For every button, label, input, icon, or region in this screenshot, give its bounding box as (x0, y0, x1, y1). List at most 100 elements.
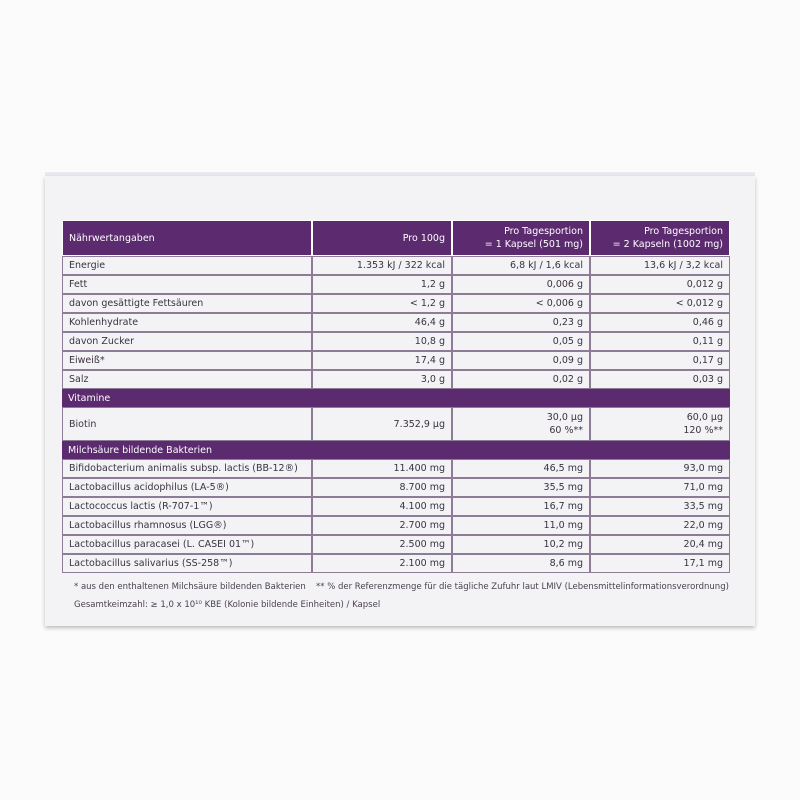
table-cell: 13,6 kJ / 3,2 kcal (590, 256, 730, 275)
table-cell: 0,012 g (590, 275, 730, 294)
table-cell: 0,09 g (452, 351, 590, 370)
table-cell: 1.353 kJ / 322 kcal (312, 256, 452, 275)
table-cell: Pro Tagesportion = 2 Kapseln (1002 mg) (590, 220, 730, 256)
footnote: Gesamtkeimzahl: ≥ 1,0 x 10¹⁰ KBE (Koloni… (74, 600, 381, 610)
table-cell: Lactobacillus paracasei (L. CASEI 01™) (62, 535, 312, 554)
cell-text: Lactobacillus paracasei (L. CASEI 01™) (69, 539, 255, 550)
table-cell: 46,4 g (312, 313, 452, 332)
table-cell: 8,6 mg (452, 554, 590, 573)
footnote: * aus den enthaltenen Milchsäure bildend… (74, 582, 306, 592)
cell-text: 8,6 mg (549, 558, 583, 569)
table-cell: 0,05 g (452, 332, 590, 351)
table-cell: 6,8 kJ / 1,6 kcal (452, 256, 590, 275)
cell-text: 60 %** (549, 425, 583, 436)
cell-text: 11,0 mg (543, 520, 583, 531)
cell-text: 60,0 µg (686, 412, 723, 423)
cell-text: Biotin (69, 418, 97, 430)
table-cell: 33,5 mg (590, 497, 730, 516)
cell-text: 0,17 g (692, 355, 723, 366)
table-cell: < 0,012 g (590, 294, 730, 313)
cell-text: 1,2 g (420, 279, 445, 290)
cell-text: Salz (69, 374, 89, 385)
section-title: Vitamine (62, 389, 730, 407)
cell-text: 0,09 g (552, 355, 583, 366)
cell-text: Nährwertangaben (69, 232, 155, 244)
table-cell: Pro 100g (312, 220, 452, 256)
cell-text: Bifidobacterium animalis subsp. lactis (… (69, 463, 298, 474)
cell-text: 2.100 mg (399, 558, 445, 569)
table-cell: Nährwertangaben (62, 220, 312, 256)
cell-text: 0,23 g (552, 317, 583, 328)
table-cell: 30,0 µg 60 %** (452, 407, 590, 441)
cell-text: 2.500 mg (399, 539, 445, 550)
table-cell: 22,0 mg (590, 516, 730, 535)
table-cell: 10,8 g (312, 332, 452, 351)
cell-text: 0,03 g (692, 374, 723, 385)
cell-text: 1.353 kJ / 322 kcal (356, 260, 445, 271)
table-cell: Biotin (62, 407, 312, 441)
cell-text: 0,05 g (552, 336, 583, 347)
cell-text: 3,0 g (420, 374, 445, 385)
table-cell: Lactobacillus rhamnosus (LGG®) (62, 516, 312, 535)
table-cell: 35,5 mg (452, 478, 590, 497)
table-cell: 71,0 mg (590, 478, 730, 497)
table-cell: 20,4 mg (590, 535, 730, 554)
cell-text: 0,02 g (552, 374, 583, 385)
cell-text: 4.100 mg (399, 501, 445, 512)
table-cell: 16,7 mg (452, 497, 590, 516)
cell-text: Eiweiß* (69, 355, 105, 366)
cell-text: 35,5 mg (543, 482, 583, 493)
cell-text: 0,006 g (546, 279, 583, 290)
cell-text: Energie (69, 260, 106, 271)
table-cell: Energie (62, 256, 312, 275)
cell-text: = 1 Kapsel (501 mg) (484, 239, 583, 250)
cell-text: 120 %** (683, 425, 723, 436)
cell-text: Fett (69, 279, 88, 290)
table-cell: davon Zucker (62, 332, 312, 351)
table-cell: 11,0 mg (452, 516, 590, 535)
table-cell: 7.352,9 µg (312, 407, 452, 441)
table-cell: 0,02 g (452, 370, 590, 389)
cell-text: 33,5 mg (683, 501, 723, 512)
table-cell: 4.100 mg (312, 497, 452, 516)
table-cell: < 0,006 g (452, 294, 590, 313)
cell-text: Lactobacillus acidophilus (LA-5®) (69, 482, 229, 493)
cell-text: 10,2 mg (543, 539, 583, 550)
table-cell: 2.700 mg (312, 516, 452, 535)
cell-text: 46,4 g (414, 317, 445, 328)
cell-text: 7.352,9 µg (393, 418, 445, 430)
table-cell: 10,2 mg (452, 535, 590, 554)
cell-text: < 0,006 g (535, 298, 583, 309)
cell-text: Pro 100g (402, 232, 445, 244)
table-cell: Eiweiß* (62, 351, 312, 370)
table-cell: Lactobacillus salivarius (SS-258™) (62, 554, 312, 573)
cell-text: 11.400 mg (393, 463, 445, 474)
table-cell: 17,1 mg (590, 554, 730, 573)
cell-text: 17,1 mg (683, 558, 723, 569)
table-cell: 0,11 g (590, 332, 730, 351)
cell-text: 0,11 g (692, 336, 723, 347)
table-cell: Kohlenhydrate (62, 313, 312, 332)
table-cell: < 1,2 g (312, 294, 452, 313)
table-cell: 1,2 g (312, 275, 452, 294)
cell-text: 10,8 g (414, 336, 445, 347)
table-cell: 0,03 g (590, 370, 730, 389)
cell-text: 17,4 g (414, 355, 445, 366)
table-cell: 11.400 mg (312, 459, 452, 478)
cell-text: Pro Tagesportion (504, 226, 583, 237)
table-cell: 17,4 g (312, 351, 452, 370)
cell-text: davon gesättigte Fettsäuren (69, 298, 204, 309)
table-cell: Lactobacillus acidophilus (LA-5®) (62, 478, 312, 497)
table-cell: 2.100 mg (312, 554, 452, 573)
cell-text: 20,4 mg (683, 539, 723, 550)
cell-text: Lactobacillus salivarius (SS-258™) (69, 558, 233, 569)
table-cell: 8.700 mg (312, 478, 452, 497)
cell-text: 0,012 g (686, 279, 723, 290)
cell-text: < 1,2 g (409, 298, 445, 309)
table-cell: davon gesättigte Fettsäuren (62, 294, 312, 313)
cell-text: 46,5 mg (543, 463, 583, 474)
cell-text: Lactobacillus rhamnosus (LGG®) (69, 520, 227, 531)
cell-text: 30,0 µg (546, 412, 583, 423)
table-cell: 0,46 g (590, 313, 730, 332)
